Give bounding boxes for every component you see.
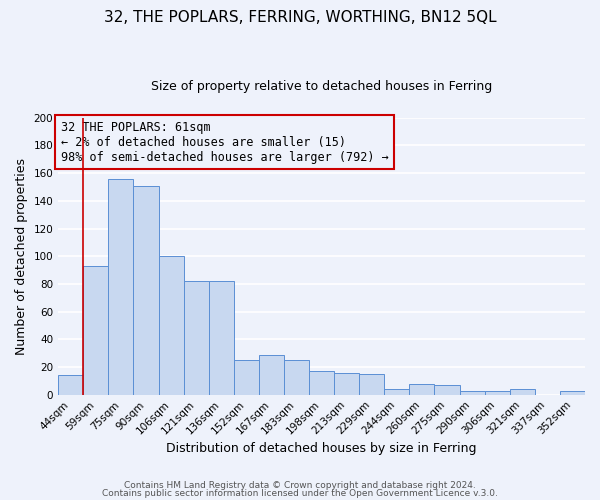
Y-axis label: Number of detached properties: Number of detached properties xyxy=(15,158,28,355)
Bar xyxy=(460,390,485,394)
Bar xyxy=(485,390,510,394)
Bar xyxy=(158,256,184,394)
Bar xyxy=(359,374,385,394)
Bar xyxy=(560,390,585,394)
Bar xyxy=(284,360,309,394)
Text: Contains HM Land Registry data © Crown copyright and database right 2024.: Contains HM Land Registry data © Crown c… xyxy=(124,481,476,490)
Bar xyxy=(259,354,284,395)
Bar xyxy=(209,281,234,394)
Bar xyxy=(234,360,259,394)
Bar xyxy=(133,186,158,394)
Bar xyxy=(510,389,535,394)
Bar xyxy=(385,389,409,394)
Bar xyxy=(58,376,83,394)
Bar xyxy=(109,178,133,394)
Text: Contains public sector information licensed under the Open Government Licence v.: Contains public sector information licen… xyxy=(102,488,498,498)
Title: Size of property relative to detached houses in Ferring: Size of property relative to detached ho… xyxy=(151,80,492,93)
Text: 32, THE POPLARS, FERRING, WORTHING, BN12 5QL: 32, THE POPLARS, FERRING, WORTHING, BN12… xyxy=(104,10,496,25)
Bar xyxy=(409,384,434,394)
Bar xyxy=(83,266,109,394)
Text: 32 THE POPLARS: 61sqm
← 2% of detached houses are smaller (15)
98% of semi-detac: 32 THE POPLARS: 61sqm ← 2% of detached h… xyxy=(61,120,389,164)
Bar xyxy=(309,371,334,394)
Bar xyxy=(434,385,460,394)
Bar xyxy=(184,281,209,394)
X-axis label: Distribution of detached houses by size in Ferring: Distribution of detached houses by size … xyxy=(166,442,477,455)
Bar xyxy=(334,372,359,394)
